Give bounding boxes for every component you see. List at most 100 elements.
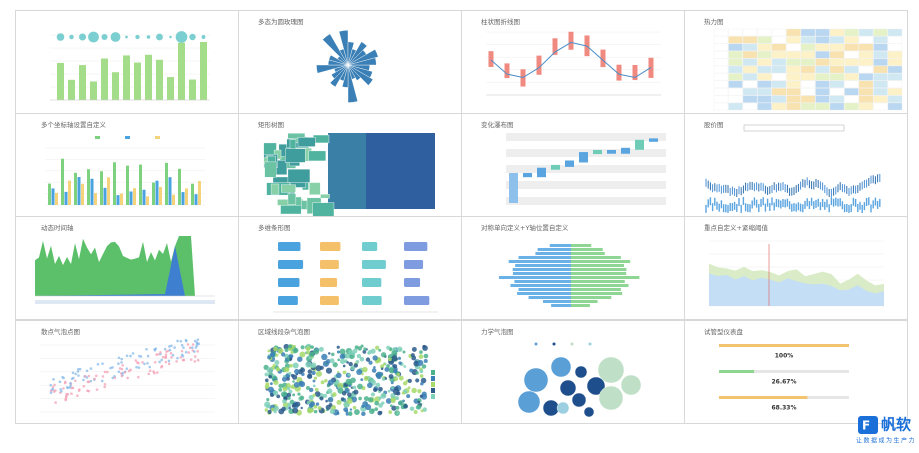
- bubble: [281, 376, 287, 382]
- bubble: [407, 378, 412, 383]
- point: [189, 358, 193, 361]
- volume: [733, 201, 736, 210]
- heat-cell: [858, 36, 874, 44]
- heat-cell: [815, 43, 830, 51]
- tree-node: [281, 184, 296, 193]
- bubble: [571, 392, 587, 408]
- volume: [740, 204, 742, 213]
- heat-cell: [728, 95, 743, 103]
- bar: [565, 160, 574, 167]
- bubble: [374, 407, 379, 412]
- point: [52, 378, 55, 381]
- bubble: [288, 354, 293, 359]
- volume: [832, 198, 835, 207]
- rose-sector: [316, 64, 349, 74]
- bubble: [336, 345, 340, 349]
- heat-cell: [771, 58, 787, 66]
- heat-cell: [757, 36, 772, 44]
- bar: [512, 268, 571, 271]
- point: [195, 341, 199, 344]
- bar: [134, 62, 141, 100]
- bar: [518, 256, 571, 259]
- heat-cell: [757, 80, 772, 88]
- bar: [404, 242, 428, 251]
- bar: [515, 264, 571, 267]
- volume: [722, 204, 725, 213]
- bar: [571, 276, 640, 279]
- bar: [499, 276, 571, 279]
- heat-cell: [887, 80, 903, 88]
- point: [164, 355, 168, 359]
- bubble: [352, 348, 358, 354]
- point: [137, 361, 140, 365]
- bar: [552, 38, 558, 55]
- point: [180, 349, 184, 353]
- heat-cell: [844, 65, 859, 74]
- bubble: [331, 352, 335, 357]
- point: [188, 346, 192, 350]
- bubble: [275, 353, 279, 357]
- heat-cell: [771, 51, 787, 59]
- volume: [821, 198, 824, 207]
- bar: [51, 188, 55, 205]
- heat-cell: [786, 95, 801, 103]
- heat-cell: [786, 102, 801, 111]
- bar: [112, 72, 119, 100]
- chart-panel: 区域线段杂气泡图: [238, 320, 462, 424]
- heat-cell: [858, 58, 874, 66]
- point: [53, 383, 56, 387]
- bubble: [281, 391, 288, 398]
- bar: [77, 177, 81, 205]
- bar: [635, 139, 644, 150]
- bubble: [415, 371, 419, 375]
- tree-node: [366, 133, 435, 209]
- bubble: [381, 377, 386, 381]
- point: [120, 361, 123, 364]
- bubble: [362, 366, 368, 373]
- heat-cell: [873, 95, 888, 103]
- bubble: [353, 363, 359, 368]
- bubble: [409, 368, 414, 373]
- heat-cell: [844, 73, 859, 81]
- point: [187, 351, 191, 354]
- bubble: [339, 358, 346, 365]
- bubble: [283, 396, 288, 400]
- volume: [766, 198, 769, 207]
- bubble: [417, 388, 422, 394]
- heat-cell: [786, 43, 801, 51]
- heat-cell: [800, 36, 816, 44]
- heat-cell: [757, 88, 772, 96]
- bubble: [384, 366, 390, 372]
- bubble: [422, 344, 426, 349]
- heat-cell: [800, 80, 816, 88]
- volume: [828, 204, 830, 213]
- bubble: [380, 367, 384, 371]
- bubble: [339, 348, 346, 355]
- volume: [738, 198, 740, 207]
- panel-title: 力学气泡图: [481, 327, 514, 336]
- bubble: [325, 359, 331, 364]
- heat-cell: [815, 102, 830, 111]
- bar: [509, 173, 518, 203]
- bubble: [283, 343, 290, 350]
- area: [709, 273, 884, 306]
- point: [87, 380, 91, 384]
- bar: [571, 260, 631, 263]
- bar: [571, 244, 592, 247]
- bubble: [329, 408, 336, 415]
- bubble: [387, 389, 391, 393]
- tree-node: [308, 150, 327, 162]
- bubble: [399, 348, 402, 352]
- heat-cell: [887, 65, 903, 74]
- point: [148, 369, 152, 373]
- point: [184, 350, 188, 354]
- point: [120, 367, 124, 371]
- bubble: [367, 397, 374, 403]
- panel-title: 多维条形图: [258, 223, 291, 232]
- tree-node: [264, 161, 277, 178]
- heat-cell: [815, 51, 830, 59]
- bubble: [313, 404, 318, 409]
- bubble: [135, 34, 140, 40]
- panel-title: 热力图: [704, 17, 724, 26]
- bar: [152, 182, 155, 205]
